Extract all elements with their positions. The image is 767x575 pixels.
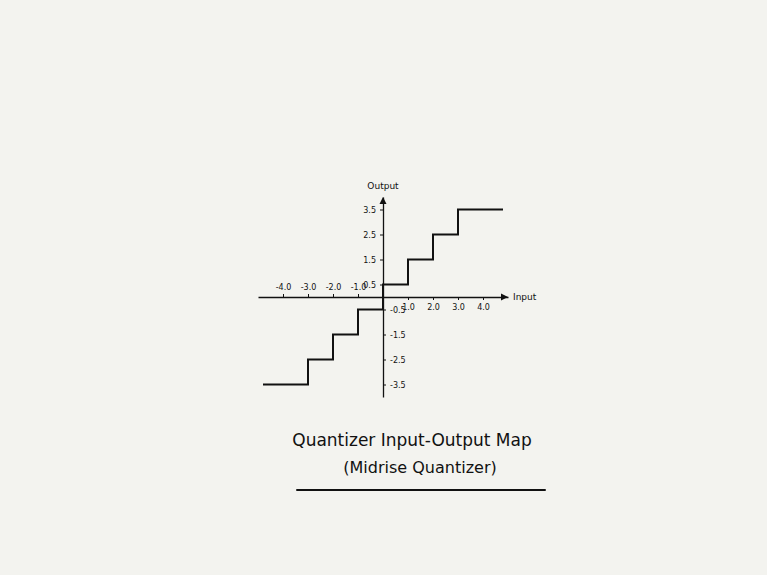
y-axis-negative: -3.5 -2.5 -1.5 -0.5 [383, 306, 406, 390]
y-axis-title: Output [367, 181, 399, 191]
title: Quantizer Input-Output Map [292, 430, 531, 450]
subtitle: (Midrise Quantizer) [343, 458, 496, 477]
tick-mark [483, 297, 484, 300]
x-axis-negative: -4.0-3.0-2.0-1.0 [276, 283, 367, 297]
tick: 2.0 [427, 297, 440, 312]
tick-label: 2.5 [363, 231, 376, 240]
tick-label: 4.0 [477, 303, 490, 312]
tick-mark [380, 235, 383, 236]
tick-label: -0.5 [390, 306, 406, 315]
tick-mark [383, 360, 386, 361]
tick-label: 0.5 [363, 281, 376, 290]
tick-mark [358, 294, 359, 297]
tick-label: -3.5 [390, 381, 406, 390]
tick: 0.5 [363, 281, 383, 290]
tick-mark [383, 385, 386, 386]
tick-label: -1.5 [390, 331, 406, 340]
tick-label: 3.5 [363, 206, 376, 215]
tick: 4.0 [477, 297, 490, 312]
tick: 3.0 [452, 297, 465, 312]
tick: 2.5 [363, 231, 383, 240]
y-axis: 0.5 1.5 2.5 3.5 [363, 198, 383, 398]
tick-mark [283, 294, 284, 297]
tick: 3.5 [363, 206, 383, 215]
tick-mark [308, 294, 309, 297]
tick-label: -2.0 [326, 283, 342, 292]
tick-label: 1.5 [363, 256, 376, 265]
title-underline [296, 489, 545, 491]
tick-mark [383, 335, 386, 336]
tick: -3.0 [301, 283, 317, 297]
tick-label: -2.5 [390, 356, 406, 365]
tick-label: -3.0 [301, 283, 317, 292]
tick-mark [380, 210, 383, 211]
y-axis-arrow [380, 197, 387, 204]
tick-label: 3.0 [452, 303, 465, 312]
chart: -4.0-3.0-2.0-1.01.02.03.04.00.51.52.53.5… [0, 0, 767, 575]
tick: -1.5 [383, 331, 406, 340]
tick-mark [333, 294, 334, 297]
tick: 1.5 [363, 256, 383, 265]
tick: -4.0 [276, 283, 292, 297]
tick-mark [458, 297, 459, 300]
x-axis-arrow [501, 294, 508, 301]
tick: -2.0 [326, 283, 342, 297]
quantizer-line [263, 210, 503, 385]
tick-mark [433, 297, 434, 300]
tick-mark [380, 260, 383, 261]
plot-area [263, 210, 503, 385]
tick: -3.5 [383, 381, 406, 390]
tick-label: -4.0 [276, 283, 292, 292]
tick-mark [408, 297, 409, 300]
x-axis-title: Input [513, 292, 537, 302]
tick: -2.5 [383, 356, 406, 365]
tick: -0.5 [383, 306, 406, 315]
tick-label: 2.0 [427, 303, 440, 312]
